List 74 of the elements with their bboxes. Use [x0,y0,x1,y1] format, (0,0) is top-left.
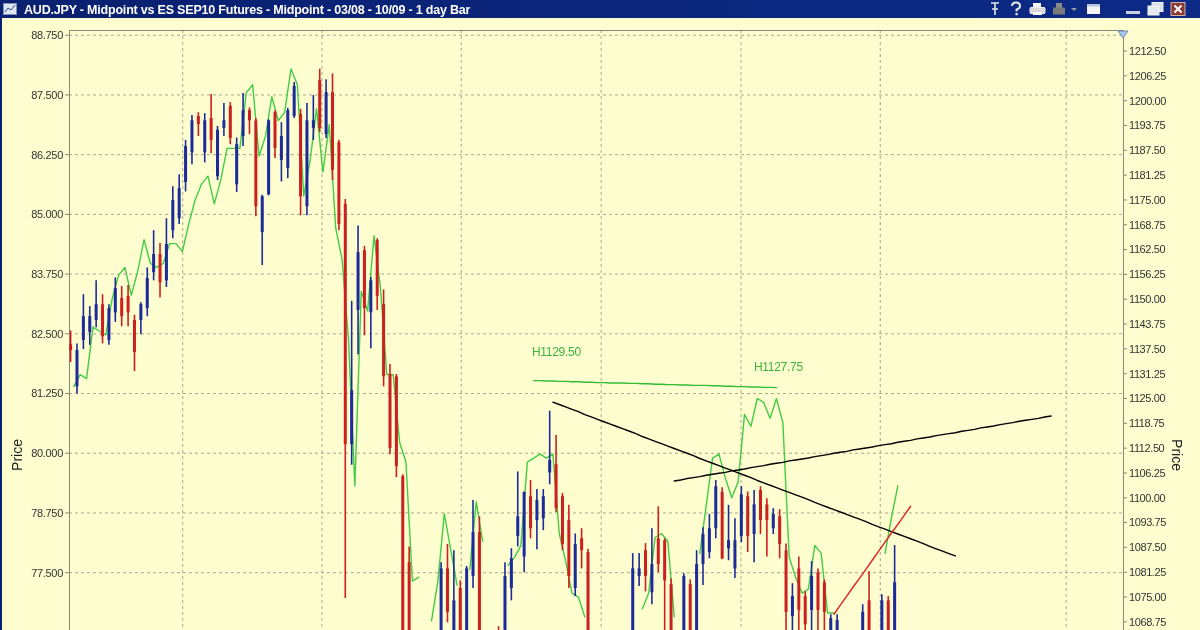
y2-tick-label: 1181.25 [1129,168,1166,181]
annotation: H1127.75 [754,360,804,374]
candlestick [445,543,449,624]
candlestick [331,72,334,181]
candlestick [765,497,769,558]
candlestick [120,285,124,327]
candlestick [94,279,98,328]
candlestick [548,409,552,486]
annotation: H1129.50 [532,345,582,359]
candlestick [69,329,73,363]
candlestick [580,527,584,570]
candlestick [152,229,156,282]
y2-tick-label: 1187.50 [1129,144,1166,157]
y-tick-label: 80.000 [31,447,64,460]
candlestick [311,94,315,141]
y2-tick-label: 1212.50 [1129,44,1167,57]
candlestick [279,121,283,183]
candlestick [541,488,545,531]
y2-tick-label: 1068.75 [1129,615,1167,628]
y2-tick-label: 1106.25 [1129,466,1166,479]
candlestick [861,603,865,630]
y2-tick-label: 1150.00 [1129,293,1166,306]
y-axis-title: Price [9,438,25,471]
candlestick [81,293,85,350]
y2-tick-label: 1131.25 [1129,367,1166,380]
y-tick-label: 77.500 [31,566,64,579]
y2-tick-label: 1200.00 [1129,94,1167,107]
candlestick [771,507,775,535]
y2-tick-label: 1093.75 [1129,516,1167,529]
y-tick-label: 87.500 [31,88,64,101]
y2-tick-label: 1118.75 [1129,417,1165,430]
candlestick [126,284,130,327]
candlestick [758,485,762,535]
y2-tick-label: 1100.00 [1129,491,1166,504]
y2-tick-label: 1156.25 [1129,268,1166,281]
y2-tick-label: 1112.50 [1129,441,1165,454]
y-tick-label: 88.750 [31,29,64,42]
y2-tick-label: 1075.00 [1129,590,1167,603]
y2-tick-label: 1087.50 [1129,541,1167,554]
y-tick-label: 85.000 [31,208,64,221]
y2-tick-label: 1081.25 [1129,566,1167,579]
y2-tick-label: 1193.75 [1129,119,1166,132]
candlestick [139,301,143,336]
candlestick [790,582,794,630]
y2-tick-label: 1175.00 [1129,193,1166,206]
line-series [833,505,912,615]
candlestick [727,504,731,562]
y-tick-label: 86.250 [31,148,64,161]
y2-tick-label: 1125.00 [1129,392,1166,405]
y2-axis-title: Price [1169,439,1185,472]
y-tick-label: 82.500 [31,327,64,340]
candlestick [88,305,92,346]
y2-tick-label: 1137.50 [1129,342,1166,355]
candlestick [216,125,220,181]
candlestick [247,106,251,135]
y-tick-label: 83.750 [31,267,64,280]
y2-tick-label: 1162.50 [1129,243,1166,256]
candlestick [529,479,533,540]
y2-tick-label: 1168.75 [1129,218,1166,231]
candlestick [196,111,200,137]
candlestick [209,93,213,155]
candlestick [637,552,641,587]
candlestick [516,470,520,548]
candlestick [535,488,539,551]
y2-tick-label: 1143.75 [1129,317,1166,330]
chart-title: AUD.JPY - Midpoint vs ES SEP10 Futures - Midpoint - 03/08 - 10/09 - 1 day Bar [24,2,471,17]
y-tick-label: 78.750 [31,506,64,519]
y-tick-label: 81.250 [31,387,64,400]
candlestick [132,313,136,372]
candlestick [222,102,226,137]
candlestick [644,542,648,593]
y2-tick-label: 1206.25 [1129,69,1167,82]
line-series [533,379,778,389]
candlestick [707,513,711,560]
